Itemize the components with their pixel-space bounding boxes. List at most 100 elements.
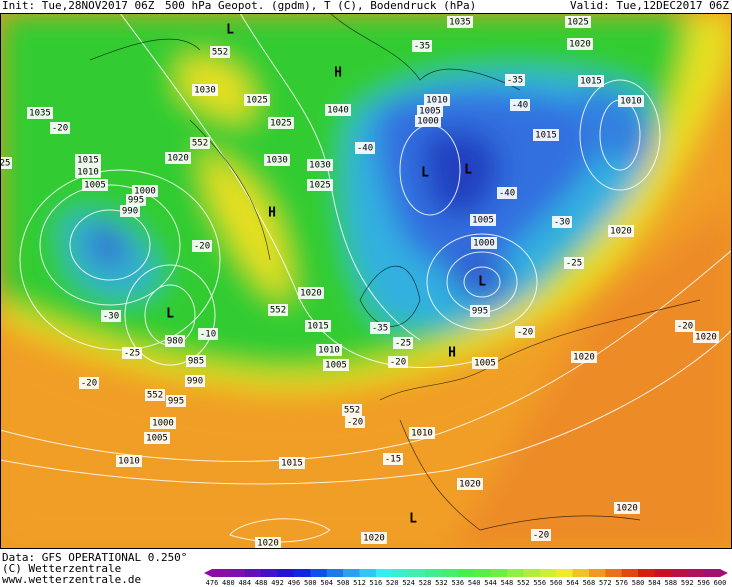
- label-background: [307, 179, 333, 191]
- colorbar-swatch: [506, 569, 524, 577]
- label-background: [388, 356, 408, 368]
- label-background: [307, 159, 333, 171]
- contour-label: 1035: [29, 109, 51, 119]
- colorbar-label: 496: [288, 579, 301, 587]
- pressure-center: L: [226, 23, 234, 38]
- colorbar-swatch: [441, 569, 459, 577]
- colorbar-label: 476: [206, 579, 219, 587]
- label-background: [75, 154, 101, 166]
- contour-label: 985: [188, 357, 204, 367]
- contour-label: 1010: [118, 457, 140, 467]
- label-background: [316, 344, 342, 356]
- contour-label: -35: [372, 324, 388, 334]
- label-background: [471, 237, 497, 249]
- colorbar-swatch: [490, 569, 508, 577]
- contour-label: 552: [212, 48, 228, 58]
- label-background: [268, 117, 294, 129]
- label-background: [393, 337, 413, 349]
- contour-label: 1005: [419, 107, 441, 117]
- colorbar-swatch: [343, 569, 360, 577]
- label-background: [693, 331, 719, 343]
- label-background: [192, 84, 218, 96]
- pressure-center: L: [409, 512, 417, 527]
- contour-label: 1005: [474, 359, 496, 369]
- valid-time: Valid: Tue,12DEC2017 06Z: [570, 0, 729, 12]
- colorbar-swatch: [457, 569, 475, 577]
- colorbar-label: 600: [714, 579, 727, 587]
- colorbar-label: 584: [648, 579, 661, 587]
- pressure-center: L: [464, 163, 472, 178]
- contour-label: 1020: [363, 534, 385, 544]
- label-background: [565, 16, 591, 28]
- label-background: [198, 328, 218, 340]
- contour-label: 552: [344, 406, 360, 416]
- colorbar-label: 480: [222, 579, 235, 587]
- colorbar-label: 532: [435, 579, 448, 587]
- pressure-center: L: [478, 275, 486, 290]
- contour-label: -20: [390, 358, 406, 368]
- colorbar-swatch: [425, 569, 442, 577]
- label-background: [355, 142, 375, 154]
- contour-label: 1020: [257, 539, 279, 549]
- label-background: [515, 326, 535, 338]
- contour-label: 1010: [77, 168, 99, 178]
- label-background: [210, 46, 230, 58]
- colorbar-swatch: [326, 569, 344, 577]
- contour-label: -20: [347, 418, 363, 428]
- contour-label: 1020: [610, 227, 632, 237]
- colorbar-label: 556: [533, 579, 546, 587]
- colorbar-label: 552: [517, 579, 530, 587]
- colorbar-label: 488: [255, 579, 268, 587]
- label-background: [190, 137, 210, 149]
- contour-label: 1020: [695, 333, 717, 343]
- label-background: [564, 257, 584, 269]
- label-background: [192, 240, 212, 252]
- colorbar-label: 524: [402, 579, 415, 587]
- contour-label: 1030: [194, 86, 216, 96]
- colorbar-swatch: [392, 569, 410, 577]
- contour-label: 1020: [616, 504, 638, 514]
- contour-label: -25: [124, 349, 140, 359]
- label-background: [415, 115, 441, 127]
- contour-label: 1015: [307, 322, 329, 332]
- label-background: [571, 351, 597, 363]
- label-background: [457, 478, 483, 490]
- colorbar-swatch: [408, 569, 426, 577]
- contour-label: 1015: [77, 156, 99, 166]
- colorbar-label: 528: [419, 579, 432, 587]
- contour-label: 1030: [309, 161, 331, 171]
- label-background: [675, 320, 695, 332]
- contour-label: 1025: [309, 181, 331, 191]
- colorbar-swatch: [670, 569, 688, 577]
- label-background: [578, 75, 604, 87]
- map-labels: L55210301025H10401035-201020101510101005…: [0, 16, 719, 549]
- label-background: [166, 395, 186, 407]
- contour-label: -20: [533, 531, 549, 541]
- contour-label: 1020: [459, 480, 481, 490]
- label-background: [120, 205, 140, 217]
- label-background: [116, 455, 142, 467]
- contour-label: 990: [122, 207, 138, 217]
- colorbar-swatch: [359, 569, 377, 577]
- contour-label: 1020: [167, 154, 189, 164]
- contour-label: 552: [270, 306, 286, 316]
- label-background: [567, 38, 593, 50]
- colorbar-label: 580: [632, 579, 645, 587]
- label-background: [50, 122, 70, 134]
- contour-label: 552: [147, 391, 163, 401]
- label-background: [185, 375, 205, 387]
- colorbar-swatch: [638, 569, 655, 577]
- colorbar-label: 572: [599, 579, 612, 587]
- contour-label: -20: [677, 322, 693, 332]
- contour-label: 1000: [134, 187, 156, 197]
- label-background: [323, 359, 349, 371]
- contour-label: -20: [194, 242, 210, 252]
- colorbar-swatch: [310, 569, 328, 577]
- label-background: [409, 427, 435, 439]
- contour-label: -25: [566, 259, 582, 269]
- label-background: [497, 187, 517, 199]
- contour-label: -40: [357, 144, 373, 154]
- label-background: [447, 16, 473, 28]
- contour-label: 990: [187, 377, 203, 387]
